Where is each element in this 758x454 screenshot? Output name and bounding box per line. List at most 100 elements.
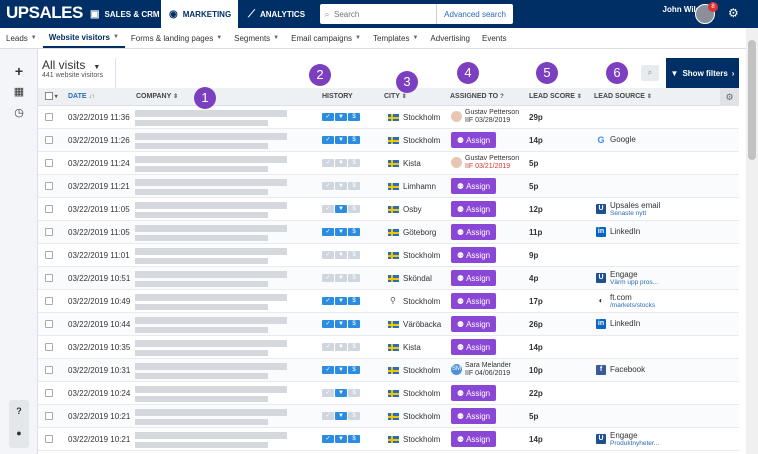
deal-history-icon[interactable]: $ xyxy=(348,159,360,167)
column-date[interactable]: DATE ↓↑ xyxy=(68,93,95,100)
row-checkbox[interactable] xyxy=(45,320,53,328)
assign-button[interactable]: ⚉ Assign xyxy=(451,270,496,286)
form-history-icon[interactable]: ▼ xyxy=(335,136,347,144)
form-history-icon[interactable]: ▼ xyxy=(335,251,347,259)
subnav-item-website-visitors[interactable]: Website visitors ▼ xyxy=(42,28,125,48)
lead-source-detail-link[interactable]: Värm upp pros... xyxy=(610,279,659,286)
visit-history-icon[interactable]: ✓ xyxy=(322,182,334,190)
visit-history-icon[interactable]: ✓ xyxy=(322,136,334,144)
company-name-redacted[interactable] xyxy=(135,248,287,255)
table-row[interactable]: 03/22/2019 11:05 ✓ ▼ $ Göteborg ⚉ Assign 11p in L… xyxy=(38,221,739,244)
row-checkbox[interactable] xyxy=(45,343,53,351)
visit-history-icon[interactable]: ✓ xyxy=(322,274,334,282)
upsales-logo[interactable]: UPSALES xyxy=(6,3,83,22)
view-selector[interactable]: All visits ▼ 441 website visitors xyxy=(38,58,116,88)
assign-button[interactable]: ⚉ Assign xyxy=(451,339,496,355)
lead-source-detail-link[interactable]: Senaste nytt xyxy=(610,210,647,217)
assign-button[interactable]: ⚉ Assign xyxy=(451,293,496,309)
subnav-item-advertising[interactable]: Advertising xyxy=(430,33,470,43)
form-history-icon[interactable]: ▼ xyxy=(335,113,347,121)
lead-source-detail-link[interactable]: Produktnyheter... xyxy=(610,440,660,447)
column-company[interactable]: COMPANY ⇕ xyxy=(136,93,179,100)
table-row[interactable]: 03/22/2019 10:49 ✓ ▼ $ ⚲ Stockholm ⚉ Assign 17p ◐… xyxy=(38,290,739,313)
assign-button[interactable]: ⚉ Assign xyxy=(451,431,496,447)
lead-source-detail-link[interactable]: /markets/stocks xyxy=(610,302,656,309)
tab-marketing[interactable]: ◉ MARKETING xyxy=(161,0,238,28)
form-history-icon[interactable]: ▼ xyxy=(335,435,347,443)
visit-history-icon[interactable]: ✓ xyxy=(322,205,334,213)
assigned-user[interactable]: Gustav Petterson IIF 03/28/2019 xyxy=(451,109,541,126)
form-history-icon[interactable]: ▼ xyxy=(335,320,347,328)
row-checkbox[interactable] xyxy=(45,159,53,167)
assign-button[interactable]: ⚉ Assign xyxy=(451,316,496,332)
calendar-icon[interactable]: ▦ xyxy=(13,86,25,98)
deal-history-icon[interactable]: $ xyxy=(348,297,360,305)
table-row[interactable]: 03/22/2019 10:44 ✓ ▼ $ Väröbacka ⚉ Assign 26p in… xyxy=(38,313,739,336)
deal-history-icon[interactable]: $ xyxy=(348,366,360,374)
row-checkbox[interactable] xyxy=(45,274,53,282)
row-checkbox[interactable] xyxy=(45,205,53,213)
company-name-redacted[interactable] xyxy=(135,409,287,416)
company-name-redacted[interactable] xyxy=(135,386,287,393)
visit-history-icon[interactable]: ✓ xyxy=(322,366,334,374)
form-history-icon[interactable]: ▼ xyxy=(335,297,347,305)
deal-history-icon[interactable]: $ xyxy=(348,435,360,443)
table-search-button[interactable]: ⌕ xyxy=(641,65,659,81)
deal-history-icon[interactable]: $ xyxy=(348,412,360,420)
table-row[interactable]: 03/22/2019 10:24 ✓ ▼ $ Stockholm ⚉ Assign 22p xyxy=(38,382,739,405)
row-checkbox[interactable] xyxy=(45,182,53,190)
row-checkbox[interactable] xyxy=(45,251,53,259)
assign-button[interactable]: ⚉ Assign xyxy=(451,132,496,148)
table-row[interactable]: 03/22/2019 10:35 ✓ ▼ $ Kista ⚉ Assign 14p xyxy=(38,336,739,359)
tab-sales-crm[interactable]: ▣ SALES & CRM xyxy=(90,8,160,20)
deal-history-icon[interactable]: $ xyxy=(348,113,360,121)
help-question-icon[interactable]: ? xyxy=(16,406,22,416)
column-history[interactable]: HISTORY xyxy=(322,93,353,100)
visit-history-icon[interactable]: ✓ xyxy=(322,412,334,420)
deal-history-icon[interactable]: $ xyxy=(348,136,360,144)
tab-analytics[interactable]: ⟋ ANALYTICS xyxy=(248,8,306,20)
visit-history-icon[interactable]: ✓ xyxy=(322,389,334,397)
assign-button[interactable]: ⚉ Assign xyxy=(451,247,496,263)
deal-history-icon[interactable]: $ xyxy=(348,228,360,236)
advanced-search-link[interactable]: Advanced search xyxy=(436,4,513,24)
visit-history-icon[interactable]: ✓ xyxy=(322,343,334,351)
select-all-checkbox[interactable]: ▾ xyxy=(45,88,58,106)
visit-history-icon[interactable]: ✓ xyxy=(322,297,334,305)
company-name-redacted[interactable] xyxy=(135,133,287,140)
company-name-redacted[interactable] xyxy=(135,271,287,278)
table-row[interactable]: 03/22/2019 11:21 ✓ ▼ $ Limhamn ⚉ Assign 5p xyxy=(38,175,739,198)
deal-history-icon[interactable]: $ xyxy=(348,389,360,397)
visit-history-icon[interactable]: ✓ xyxy=(322,251,334,259)
chat-bubble-icon[interactable]: ● xyxy=(16,428,22,438)
deal-history-icon[interactable]: $ xyxy=(348,320,360,328)
subnav-item-events[interactable]: Events xyxy=(482,33,507,43)
company-name-redacted[interactable] xyxy=(135,202,287,209)
row-checkbox[interactable] xyxy=(45,113,53,121)
scrollbar-thumb[interactable] xyxy=(748,40,756,160)
visit-history-icon[interactable]: ✓ xyxy=(322,435,334,443)
form-history-icon[interactable]: ▼ xyxy=(335,343,347,351)
form-history-icon[interactable]: ▼ xyxy=(335,366,347,374)
column-lead-source[interactable]: LEAD SOURCE ⇕ xyxy=(594,93,652,100)
table-row[interactable]: 03/22/2019 10:21 ✓ ▼ $ Stockholm ⚉ Assign 5p xyxy=(38,405,739,428)
column-lead-score[interactable]: LEAD SCORE ⇕ xyxy=(529,93,582,100)
add-plus-icon[interactable]: + xyxy=(14,63,24,79)
search-input[interactable] xyxy=(334,5,434,23)
table-row[interactable]: 03/22/2019 11:05 ✓ ▼ $ Osby ⚉ Assign 12p U Upsale… xyxy=(38,198,739,221)
deal-history-icon[interactable]: $ xyxy=(348,251,360,259)
visit-history-icon[interactable]: ✓ xyxy=(322,113,334,121)
table-row[interactable]: 03/22/2019 11:01 ✓ ▼ $ Stockholm ⚉ Assign 9p xyxy=(38,244,739,267)
assigned-user[interactable]: SM Sara Melander IIF 04/06/2019 xyxy=(451,362,541,379)
assign-button[interactable]: ⚉ Assign xyxy=(451,385,496,401)
assign-button[interactable]: ⚉ Assign xyxy=(451,224,496,240)
company-name-redacted[interactable] xyxy=(135,110,287,117)
table-row[interactable]: 03/22/2019 10:21 ✓ ▼ $ Stockholm ⚉ Assign 14p U E… xyxy=(38,428,739,451)
form-history-icon[interactable]: ▼ xyxy=(335,389,347,397)
column-city[interactable]: CITY ⇕ xyxy=(384,93,407,100)
subnav-item-templates[interactable]: Templates ▼ xyxy=(373,33,419,43)
visit-history-icon[interactable]: ✓ xyxy=(322,228,334,236)
table-row[interactable]: 03/22/2019 11:36 ✓ ▼ $ Stockholm Gustav Pette… xyxy=(38,106,739,129)
company-name-redacted[interactable] xyxy=(135,317,287,324)
table-row[interactable]: 03/22/2019 11:26 ✓ ▼ $ Stockholm ⚉ Assign 14p G G… xyxy=(38,129,739,152)
